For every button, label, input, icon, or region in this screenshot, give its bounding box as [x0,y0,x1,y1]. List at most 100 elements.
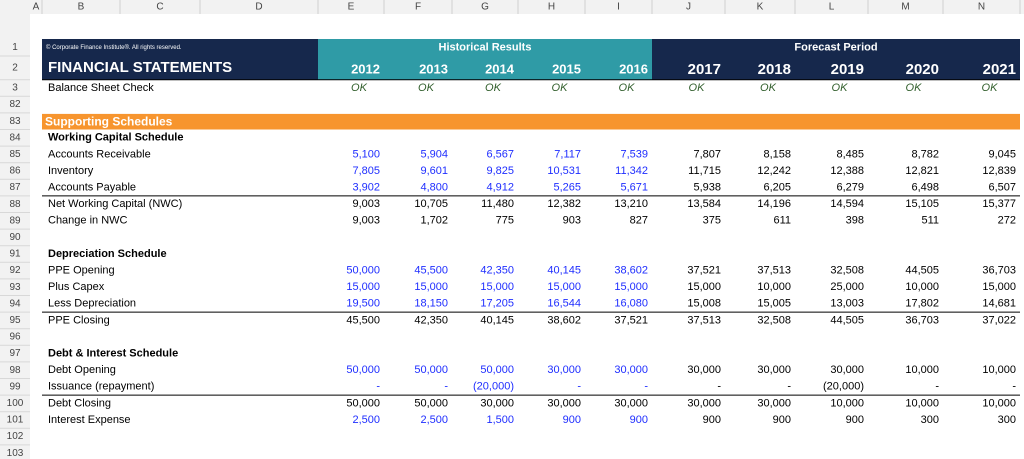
cell-value: 37,513 [687,314,721,326]
cell-value: 10,000 [905,281,939,293]
schedule-title: Depreciation Schedule [48,248,167,260]
cell-value: 50,000 [346,397,380,409]
cell-value: 30,000 [687,397,721,409]
row-label: Inventory [48,165,94,177]
cell-value: 9,003 [352,215,380,227]
cell-value: 30,000 [614,397,648,409]
row-label: Issuance (repayment) [48,381,154,393]
row-label: PPE Opening [48,265,115,277]
cell-value: (20,000) [823,381,864,393]
column-letter: A [33,2,40,13]
cell-value: 30,000 [830,364,864,376]
row-number: 100 [7,398,24,409]
cell-value: 511 [921,215,939,227]
cell-value: 50,000 [346,364,380,376]
cell-value: 50,000 [414,397,448,409]
cell-value: 14,681 [982,298,1016,310]
cell-value: 16,080 [614,298,648,310]
row-label: PPE Closing [48,314,110,326]
check-value: OK [760,82,777,94]
cell-value: 900 [773,414,791,426]
row-number: 102 [7,431,24,442]
cell-value: 44,505 [830,314,864,326]
row-header-bar [0,14,30,459]
cell-value: 13,003 [830,298,864,310]
cell-value: 7,539 [620,148,648,160]
cell-value: 9,601 [420,165,448,177]
row-label: Debt Closing [48,397,111,409]
forecast-header: Forecast Period [794,41,877,53]
cell-value: 900 [846,414,864,426]
column-letter: C [156,2,163,13]
sheet-title: FINANCIAL STATEMENTS [48,59,232,76]
row-label: Interest Expense [48,414,131,426]
check-value: OK [832,82,849,94]
cell-value: 50,000 [346,265,380,277]
cell-value: 903 [563,215,581,227]
year-header: 2017 [688,61,721,78]
cell-value: 7,807 [693,148,721,160]
cell-value: - [577,381,581,393]
cell-value: 6,279 [836,182,864,194]
row-number: 103 [7,448,24,459]
cell-value: 32,508 [757,314,791,326]
check-value: OK [689,82,706,94]
section-band [42,113,1020,130]
cell-value: 8,782 [911,148,939,160]
cell-value: 10,531 [547,165,581,177]
cell-value: 10,000 [905,397,939,409]
row-label: Accounts Payable [48,182,136,194]
cell-value: 14,594 [830,198,864,210]
cell-value: 12,839 [982,165,1016,177]
cell-value: 44,505 [905,265,939,277]
cell-value: 12,382 [547,198,581,210]
cell-value: 2,500 [420,414,448,426]
cell-value: 36,703 [982,265,1016,277]
cell-value: 775 [496,215,514,227]
check-value: OK [906,82,923,94]
cell-value: 37,521 [614,314,648,326]
cell-value: 45,500 [414,265,448,277]
cell-value: 45,500 [346,314,380,326]
check-value: OK [552,82,569,94]
cell-value: 37,513 [757,265,791,277]
cell-value: 9,003 [352,198,380,210]
cell-value: 8,485 [836,148,864,160]
year-header: 2016 [619,61,648,76]
copyright: © Corporate Finance Institute®. All righ… [46,44,182,51]
cell-value: 6,567 [486,148,514,160]
year-header: 2019 [831,61,864,78]
row-label: Net Working Capital (NWC) [48,198,182,210]
cell-value: 19,500 [346,298,380,310]
cell-value: 42,350 [480,265,514,277]
cell-value: 38,602 [547,314,581,326]
cell-value: 900 [563,414,581,426]
cell-value: 32,508 [830,265,864,277]
cell-value: 15,377 [982,198,1016,210]
cell-value: 5,100 [352,148,380,160]
column-letter: N [978,2,985,13]
check-value: OK [418,82,435,94]
row-label: Debt Opening [48,364,116,376]
schedule-title: Working Capital Schedule [48,132,184,144]
cell-value: 25,000 [830,281,864,293]
cell-value: 6,507 [988,182,1016,194]
check-value: OK [619,82,636,94]
cell-value: 15,005 [757,298,791,310]
column-letter: F [415,2,421,13]
cell-value: 30,000 [687,364,721,376]
row-number: 98 [9,365,21,376]
cell-value: 900 [703,414,721,426]
cell-value: 375 [703,215,721,227]
cell-value: 30,000 [547,397,581,409]
column-letter: J [686,2,691,13]
cell-value: 300 [921,414,939,426]
column-letter: E [348,2,355,13]
cell-value: 3,902 [352,182,380,194]
cell-value: 8,158 [763,148,791,160]
banner-historical [318,39,652,80]
cell-value: 17,802 [905,298,939,310]
cell-value: 5,671 [620,182,648,194]
row-number: 89 [9,215,21,226]
